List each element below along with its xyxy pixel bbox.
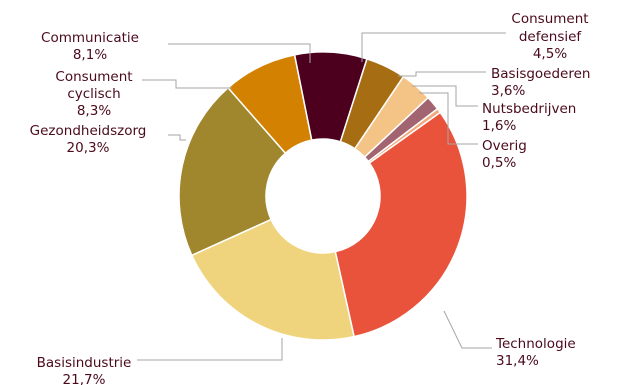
slice-value-overig: 0,5% (482, 155, 516, 171)
slice-label-basisgoederen: Basisgoederen (491, 66, 590, 82)
leader-line-nutsbedrijven (412, 85, 478, 107)
leader-line-overig (419, 92, 478, 145)
slice-label-consument-cyclisch-line1: Consument (55, 69, 132, 85)
slice-value-basisgoederen: 3,6% (491, 83, 525, 99)
slice-label-nutsbedrijven: Nutsbedrijven (482, 101, 576, 117)
leader-line-basisindustrie (137, 338, 283, 361)
slice-label-basisindustrie: Basisindustrie (37, 355, 132, 371)
slice-value-communicatie: 8,1% (73, 47, 107, 63)
slice-label-overig: Overig (482, 138, 527, 154)
slice-value-basisindustrie: 21,7% (63, 372, 106, 385)
slice-value-gezondheidszorg: 20,3% (67, 140, 110, 156)
leader-line-technologie (443, 310, 492, 349)
slice-label-technologie: Technologie (495, 336, 576, 352)
leader-line-consument-cyclisch (142, 79, 232, 89)
slice-value-consument-defensief: 4,5% (533, 46, 567, 62)
slice-gezondheidszorg (178, 86, 287, 257)
slice-label-communicatie: Communicatie (41, 30, 139, 46)
slice-basisindustrie (190, 218, 355, 341)
slice-technologie (334, 111, 468, 338)
slice-value-nutsbedrijven: 1,6% (482, 118, 516, 134)
slice-label-consument-defensief-line2: defensief (519, 29, 583, 45)
leader-line-communicatie (168, 43, 311, 63)
leader-line-consument-defensief (361, 32, 506, 62)
leader-line-gezondheidszorg (168, 134, 186, 141)
slice-label-gezondheidszorg: Gezondheidszorg (30, 123, 147, 139)
leader-line-basisgoederen (398, 71, 486, 77)
slice-label-consument-defensief-line1: Consument (511, 11, 588, 27)
slice-overig (367, 107, 442, 164)
slice-label-consument-cyclisch-line2: cyclisch (67, 86, 120, 102)
donut-slices (178, 51, 468, 341)
slice-value-consument-cyclisch: 8,3% (77, 103, 111, 119)
slice-value-technologie: 31,4% (496, 353, 539, 369)
